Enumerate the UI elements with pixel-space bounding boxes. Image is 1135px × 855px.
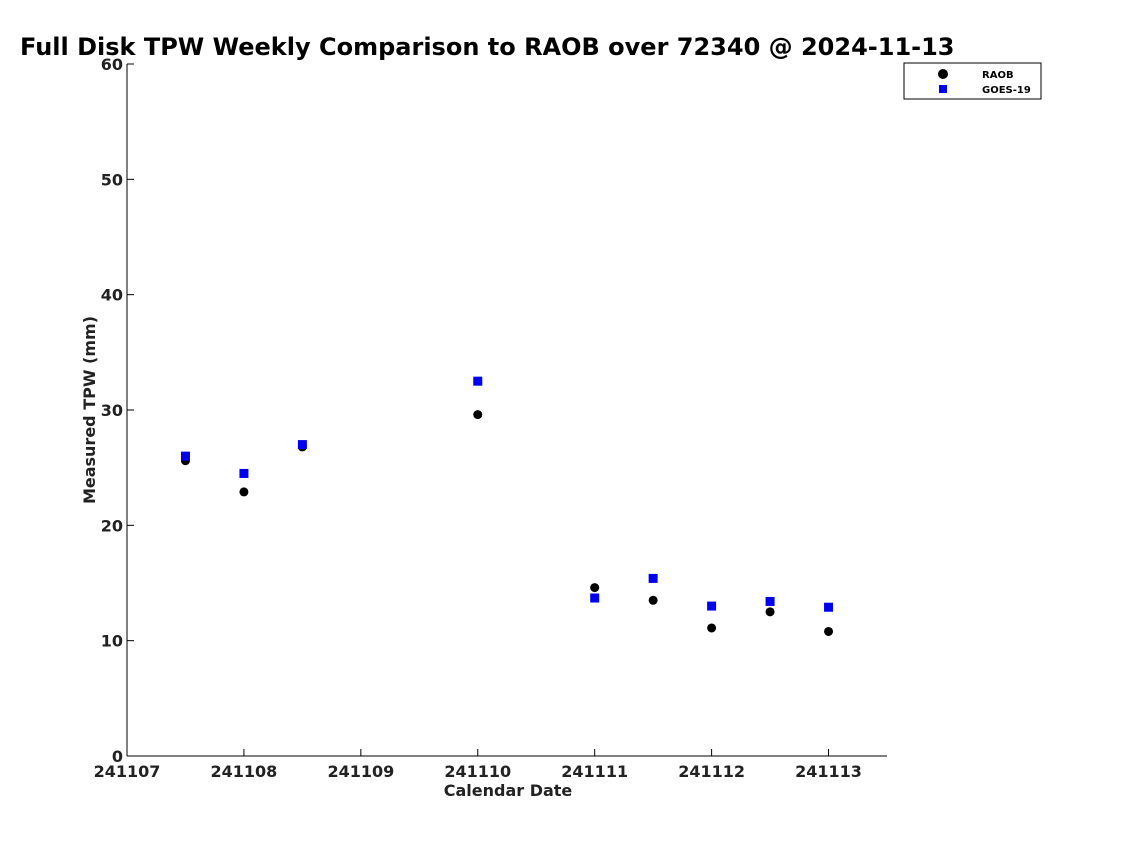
y-tick-label: 10	[101, 632, 123, 651]
raob-point	[765, 607, 775, 617]
x-tick-label: 241110	[444, 762, 511, 781]
legend-box	[903, 62, 1042, 100]
goes-19-point	[765, 596, 775, 606]
y-tick-label: 50	[101, 170, 123, 189]
goes-19-point	[180, 451, 190, 461]
raob-point	[239, 487, 249, 497]
legend-goes-19-marker	[939, 85, 947, 93]
raob-point	[590, 583, 600, 593]
y-tick-label: 40	[101, 286, 123, 305]
legend-raob-label: RAOB	[982, 70, 1014, 81]
legend-raob-marker	[938, 69, 948, 79]
goes-19-point	[824, 602, 834, 612]
raob-point	[473, 410, 483, 420]
x-tick-label: 241109	[327, 762, 394, 781]
goes-19-point	[297, 440, 307, 450]
y-ticks-group: 0 10 20 30 40 50 60	[101, 55, 134, 766]
x-tick-label: 241111	[561, 762, 628, 781]
x-tick-label: 241108	[211, 762, 278, 781]
markers-group	[180, 376, 834, 636]
x-tick-label: 241112	[678, 762, 745, 781]
y-tick-label: 20	[101, 516, 123, 535]
y-axis-label: Measured TPW (mm)	[80, 316, 99, 504]
legend: RAOB GOES-19	[903, 62, 1042, 100]
goes-19-point	[473, 376, 483, 386]
y-tick-label: 0	[112, 747, 123, 766]
chart-title: Full Disk TPW Weekly Comparison to RAOB …	[20, 33, 955, 61]
axes-group	[126, 64, 887, 757]
x-tick-label: 241113	[795, 762, 862, 781]
raob-point	[707, 623, 717, 633]
legend-goes-19-label: GOES-19	[982, 85, 1031, 96]
raob-point	[824, 626, 834, 636]
x-tick-label: 241107	[94, 762, 161, 781]
goes-19-point	[239, 468, 249, 478]
x-ticks-group: 241107 241108 241109 241110 241111 241112 2411…	[94, 749, 862, 781]
y-tick-label: 30	[101, 401, 123, 420]
goes-19-point	[648, 573, 658, 583]
y-tick-label: 60	[101, 55, 123, 74]
goes-19-point	[707, 601, 717, 611]
x-axis-label: Calendar Date	[444, 781, 573, 800]
raob-point	[648, 595, 658, 605]
goes-19-point	[590, 593, 600, 603]
